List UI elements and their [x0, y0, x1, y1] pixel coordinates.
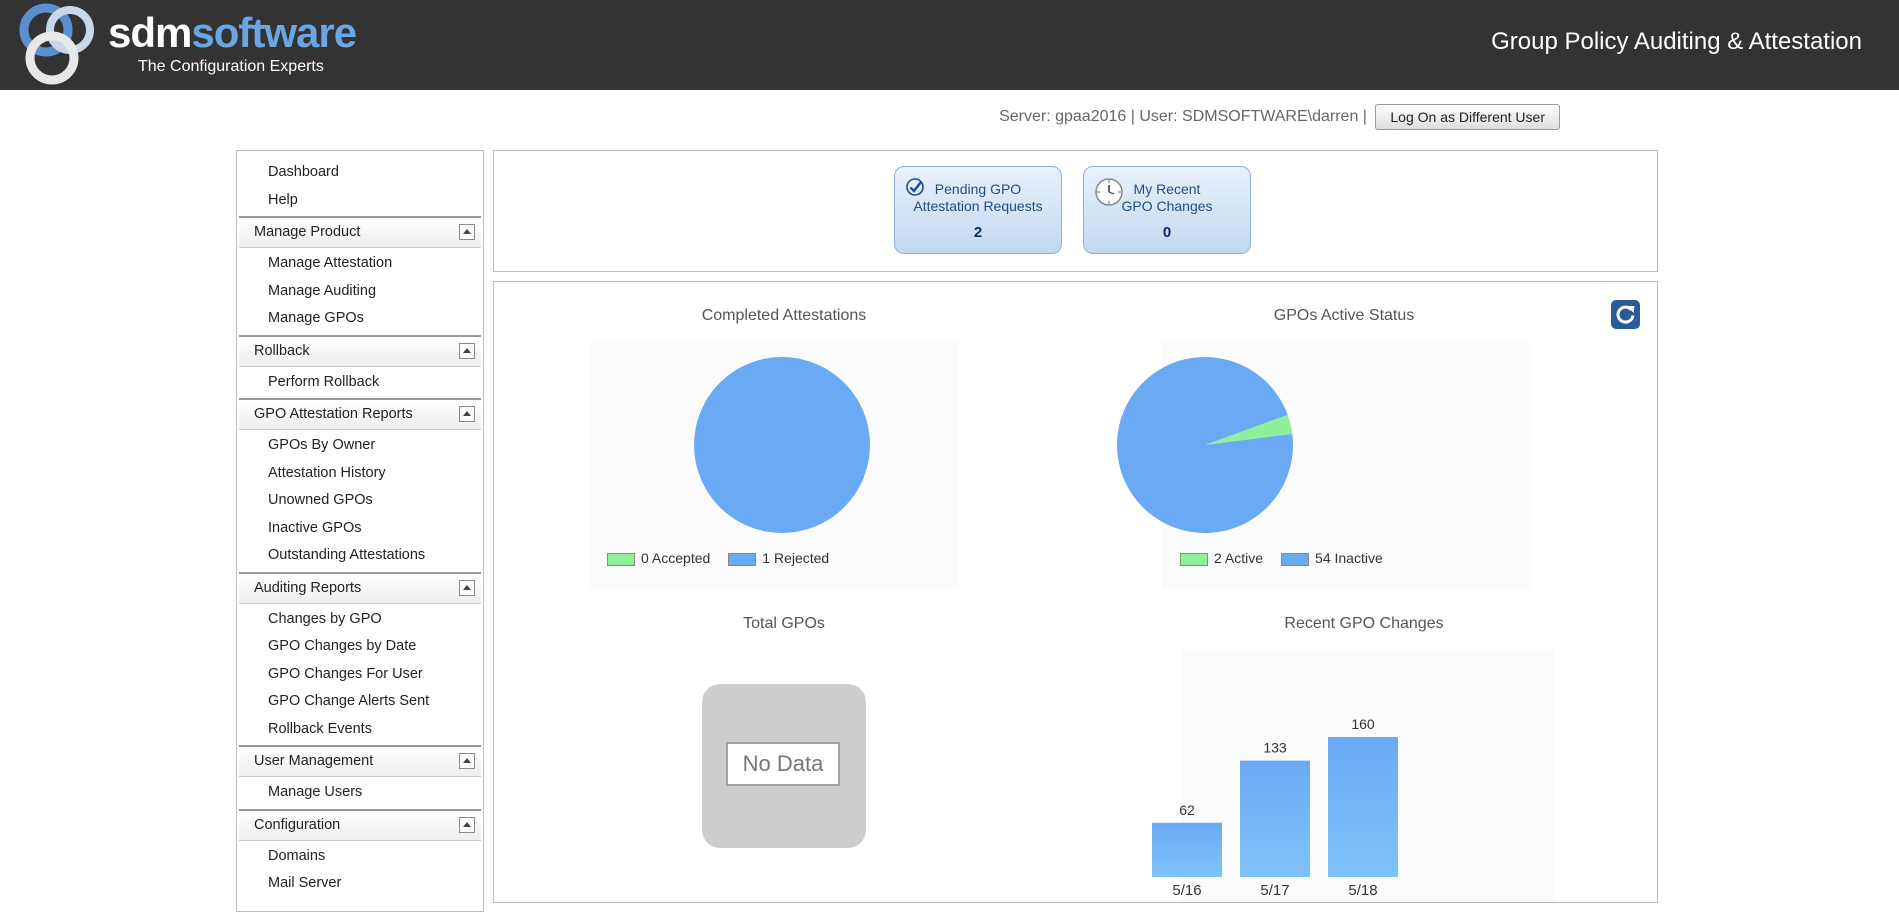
nav-item-manage-users[interactable]: Manage Users [268, 784, 363, 800]
legend-swatch-accepted [607, 552, 635, 566]
tile-label: My Recent GPO Changes [1121, 181, 1213, 214]
header-bar: sdmsoftware The Configuration Experts Gr… [0, 0, 1899, 90]
nav-item-mail-server[interactable]: Mail Server [268, 875, 342, 891]
nav-item-gpos-by-owner[interactable]: GPOs By Owner [268, 437, 376, 453]
nav-section-manage-product[interactable]: Manage Product [239, 216, 481, 248]
nav-section-label: Manage Product [254, 224, 361, 240]
collapse-icon[interactable] [459, 753, 475, 769]
bar-5-17 [1240, 760, 1310, 877]
nav-section-auditing-reports[interactable]: Auditing Reports [239, 571, 481, 604]
sidebar-nav: Dashboard Help Manage Product Manage Att… [236, 150, 484, 912]
nav-item-changes-by-gpo[interactable]: Changes by GPO [268, 610, 382, 627]
nav-item-rollback-events[interactable]: Rollback Events [268, 720, 372, 737]
pie-slice-rejected [694, 357, 870, 533]
nav-item-manage-gpos[interactable]: Manage GPOs [268, 310, 364, 326]
bar-5-18 [1328, 737, 1398, 877]
nav-item-inactive-gpos[interactable]: Inactive GPOs [268, 519, 362, 536]
legend-inactive: 54 Inactive [1315, 550, 1383, 566]
nav-item-unowned-gpos[interactable]: Unowned GPOs [268, 492, 373, 508]
nav-item-gpo-changes-for-user[interactable]: GPO Changes For User [268, 665, 423, 682]
x-tick-label: 5/16 [1172, 882, 1201, 897]
logo-wordmark: sdmsoftware [108, 9, 357, 56]
collapse-icon[interactable] [459, 579, 475, 596]
chart-title-completed-attestations: Completed Attestations [701, 307, 867, 324]
nav-item-domains[interactable]: Domains [268, 847, 326, 864]
nav-item-gpo-changes-by-date[interactable]: GPO Changes by Date [268, 638, 417, 654]
chart-title-total-gpos: Total GPOs [743, 615, 825, 632]
server-user-info: Server: gpaa2016 | User: SDMSOFTWARE\dar… [999, 108, 1367, 125]
tile-label: Pending GPO Attestation Requests [913, 181, 1043, 214]
checkmark-icon [906, 178, 924, 196]
nav-section-rollback[interactable]: Rollback [239, 334, 481, 367]
logo-rings-icon [19, 3, 94, 85]
sdm-software-logo[interactable]: sdmsoftware The Configuration Experts [12, 2, 372, 86]
nav-item-gpo-change-alerts-sent[interactable]: GPO Change Alerts Sent [268, 693, 430, 709]
nav-item-manage-attestation[interactable]: Manage Attestation [268, 255, 393, 271]
bar-chart-recent-gpo-changes: 62 5/16 133 5/17 160 5/18 [1152, 716, 1398, 897]
collapse-icon[interactable] [459, 224, 475, 240]
summary-tiles-panel: Pending GPO Attestation Requests 2 My Rec… [493, 150, 1658, 272]
tile-my-recent-gpo-changes[interactable]: My Recent GPO Changes 0 [1083, 166, 1251, 254]
legend-swatch-rejected [728, 552, 757, 566]
nav-section-gpo-attestation-reports[interactable]: GPO Attestation Reports [239, 398, 481, 430]
x-tick-label: 5/17 [1260, 882, 1289, 897]
bar-data-label: 133 [1263, 740, 1287, 756]
nav-section-label: GPO Attestation Reports [254, 406, 413, 422]
legend-swatch-inactive [1281, 552, 1310, 566]
nav-section-user-management[interactable]: User Management [239, 745, 481, 777]
nav-item-help[interactable]: Help [268, 191, 298, 208]
log-on-different-user-button[interactable]: Log On as Different User [1375, 104, 1560, 130]
pie-slice-active [1205, 414, 1293, 445]
refresh-button[interactable] [1611, 300, 1640, 329]
bar-data-label: 160 [1351, 716, 1375, 732]
x-tick-label: 5/18 [1348, 882, 1377, 897]
collapse-icon[interactable] [459, 816, 475, 833]
nav-item-attestation-history[interactable]: Attestation History [268, 464, 386, 481]
legend-active: 2 Active [1214, 550, 1264, 566]
legend-gpos-active-status: 2 Active 54 Inactive [1180, 550, 1383, 566]
tile-pending-attestation-requests[interactable]: Pending GPO Attestation Requests 2 [894, 166, 1062, 254]
legend-rejected: 1 Rejected [762, 550, 830, 566]
nav-item-dashboard[interactable]: Dashboard [268, 164, 339, 180]
nav-item-manage-auditing[interactable]: Manage Auditing [268, 282, 377, 299]
logo-tagline: The Configuration Experts [138, 58, 324, 75]
tile-count: 2 [973, 224, 983, 241]
nav-section-label: User Management [254, 753, 374, 769]
chart-title-recent-gpo-changes: Recent GPO Changes [1284, 615, 1444, 632]
charts-panel: Completed Attestations 0 Accepted 1 Rejec… [493, 281, 1658, 903]
user-info-bar: Server: gpaa2016 | User: SDMSOFTWARE\dar… [0, 104, 1560, 130]
app-title: Group Policy Auditing & Attestation [1491, 28, 1862, 55]
no-data-label: No Data [726, 742, 840, 786]
nav-section-configuration[interactable]: Configuration [239, 808, 481, 841]
pie-chart-completed-attestations [694, 357, 870, 533]
nav-section-label: Rollback [254, 342, 310, 359]
clock-icon [1095, 178, 1123, 206]
legend-completed-attestations: 0 Accepted 1 Rejected [607, 550, 829, 566]
no-data-placeholder: No Data [702, 684, 866, 848]
collapse-icon[interactable] [459, 406, 475, 422]
refresh-icon [1616, 305, 1635, 324]
bar-5-16 [1152, 822, 1222, 877]
nav-section-label: Auditing Reports [254, 579, 362, 596]
nav-item-perform-rollback[interactable]: Perform Rollback [268, 373, 380, 390]
nav-section-label: Configuration [254, 816, 341, 833]
bar-data-label: 62 [1179, 802, 1195, 818]
pie-slice-inactive [1117, 357, 1293, 534]
legend-accepted: 0 Accepted [641, 550, 711, 566]
legend-swatch-active [1180, 552, 1208, 566]
tile-count: 0 [1162, 224, 1172, 241]
nav-item-outstanding-attestations[interactable]: Outstanding Attestations [268, 547, 426, 563]
collapse-icon[interactable] [459, 342, 475, 359]
pie-chart-gpos-active-status [1117, 357, 1293, 534]
chart-title-gpos-active-status: GPOs Active Status [1273, 307, 1415, 324]
